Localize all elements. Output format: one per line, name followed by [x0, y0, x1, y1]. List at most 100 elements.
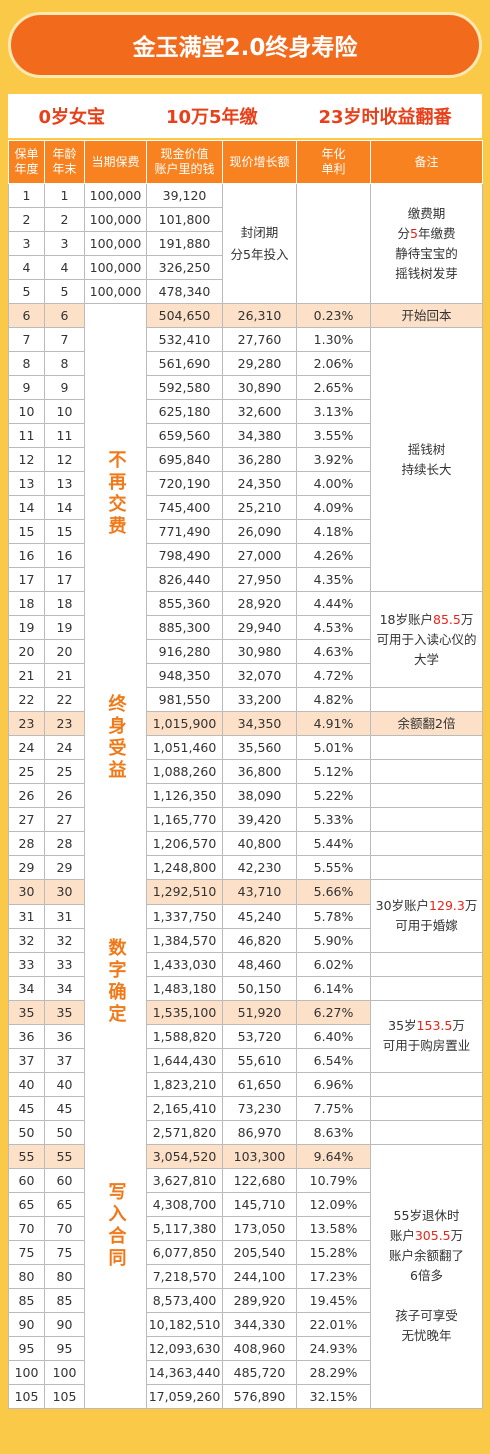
table-row: 105 105 17,059,260 576,890 32.15%	[8, 1384, 483, 1409]
policy-year: 105	[8, 1384, 45, 1409]
vertical-notes: 不再交费 终身受益 数字确定 写入合同	[85, 304, 146, 1408]
age: 25	[44, 759, 85, 785]
age: 65	[44, 1192, 85, 1217]
growth: 50,150	[222, 975, 297, 1001]
note-text: 年缴费	[417, 225, 456, 241]
cash-value: 7,218,570	[146, 1264, 223, 1289]
annual-rate: 3.13%	[296, 399, 371, 425]
cash-value: 14,363,440	[146, 1360, 223, 1385]
table-row: 40 40 1,823,210 61,650 6.96%	[8, 1071, 483, 1097]
policy-year: 20	[8, 639, 45, 665]
annual-rate: 6.14%	[296, 975, 371, 1001]
table-row: 37 37 1,644,430 55,610 6.54%	[8, 1047, 483, 1073]
cash-value: 1,384,570	[146, 927, 223, 953]
growth: 26,090	[222, 519, 297, 545]
age: 13	[44, 471, 85, 497]
table-row: 18 18 855,360 28,920 4.44% 18岁账户85.5万 可用于入读心仪的…	[8, 591, 483, 689]
note: 缴费期 分5年缴费 静待宝宝的 摇钱树发芽	[370, 183, 483, 304]
growth: 45,240	[222, 903, 297, 929]
annual-rate: 5.22%	[296, 783, 371, 809]
policy-year: 65	[8, 1192, 45, 1217]
annual-rate: 4.53%	[296, 615, 371, 641]
premium: 100,000	[84, 231, 147, 256]
age: 21	[44, 663, 85, 689]
growth: 485,720	[222, 1360, 297, 1385]
growth: 38,090	[222, 783, 297, 809]
growth: 122,680	[222, 1168, 297, 1193]
growth: 48,460	[222, 951, 297, 977]
age: 19	[44, 615, 85, 641]
annual-rate: 4.82%	[296, 687, 371, 713]
note	[370, 1119, 483, 1145]
column-header: 现金价值 账户里的钱	[146, 140, 223, 184]
note	[370, 783, 483, 809]
table-row: 23 23 1,015,900 34,350 4.91% 余额翻2倍	[8, 711, 483, 737]
policy-year: 17	[8, 567, 45, 593]
growth: 28,920	[222, 591, 297, 617]
note-line: 18岁账户85.5万	[371, 610, 482, 630]
age: 37	[44, 1047, 85, 1073]
policy-year: 3	[8, 231, 45, 256]
annual-rate: 5.90%	[296, 927, 371, 953]
age: 10	[44, 399, 85, 425]
cash-value: 6,077,850	[146, 1240, 223, 1265]
policy-year: 34	[8, 975, 45, 1001]
age: 7	[44, 326, 85, 353]
table-row: 1 1 100,000 39,120 封闭期 分5年投入 缴费期 分5年缴费 静待宝宝的 摇钱树…	[8, 183, 483, 304]
table-row: 12 12 695,840 36,280 3.92%	[8, 447, 483, 473]
growth: 35,560	[222, 735, 297, 761]
policy-year: 2	[8, 207, 45, 232]
annual-rate: 2.06%	[296, 351, 371, 377]
table-row: 3 3 100,000 191,880	[8, 231, 483, 256]
note-line: 可用于婚嫁	[395, 917, 458, 933]
cash-value: 1,051,460	[146, 735, 223, 761]
growth: 32,070	[222, 663, 297, 689]
note-line: 6倍多	[410, 1268, 443, 1284]
age: 60	[44, 1168, 85, 1193]
note-line: 账户余额翻了	[388, 1248, 464, 1264]
age: 55	[44, 1143, 85, 1170]
age: 70	[44, 1216, 85, 1241]
annual-rate: 5.01%	[296, 735, 371, 761]
column-header: 年龄 年末	[44, 140, 85, 184]
annual-rate: 19.45%	[296, 1288, 371, 1313]
note-text: 18岁账户	[379, 611, 434, 627]
cash-value: 2,165,410	[146, 1095, 223, 1121]
table-row: 11 11 659,560 34,380 3.55%	[8, 423, 483, 449]
table-row: 95 95 12,093,630 408,960 24.93%	[8, 1336, 483, 1361]
cash-value: 3,627,810	[146, 1168, 223, 1193]
note: 开始回本	[370, 303, 483, 328]
table-row: 60 60 3,627,810 122,680 10.79%	[8, 1168, 483, 1193]
policy-year: 55	[8, 1143, 45, 1170]
note	[370, 1071, 483, 1097]
growth: 53,720	[222, 1023, 297, 1049]
policy-year: 40	[8, 1071, 45, 1097]
policy-year: 13	[8, 471, 45, 497]
annual-rate: 4.18%	[296, 519, 371, 545]
table-row: 8 8 561,690 29,280 2.06%	[8, 351, 483, 377]
policy-year: 90	[8, 1312, 45, 1337]
table-row: 9 9 592,580 30,890 2.65%	[8, 375, 483, 401]
age: 105	[44, 1384, 85, 1409]
header-row: 保单 年度 年龄 年末 当期保费 现金价值 账户里的钱 现价增长额 年化 单利 备注	[8, 140, 483, 184]
policy-year: 32	[8, 927, 45, 953]
age: 14	[44, 495, 85, 521]
age: 35	[44, 999, 85, 1025]
growth: 30,890	[222, 375, 297, 401]
note-text: 305.5	[414, 1228, 451, 1244]
note-text: 万	[450, 1228, 464, 1244]
table-row: 34 34 1,483,180 50,150 6.14%	[8, 975, 483, 1001]
note-line: 55岁退休时	[393, 1208, 460, 1224]
growth: 27,950	[222, 567, 297, 593]
cash-value: 17,059,260	[146, 1384, 223, 1409]
table-row: 55 55 3,054,520 103,300 9.64% 55岁退休时 账户305.5万账…	[8, 1143, 483, 1410]
note-line: 持续长大	[401, 461, 452, 477]
cash-value: 625,180	[146, 399, 223, 425]
policy-year: 22	[8, 687, 45, 713]
annual-rate: 6.02%	[296, 951, 371, 977]
growth: 86,970	[222, 1119, 297, 1145]
age: 5	[44, 279, 85, 304]
note: 55岁退休时 账户305.5万 账户余额翻了 6倍多 孩子可享受 无忧晚年	[370, 1143, 483, 1410]
cash-value: 1,433,030	[146, 951, 223, 977]
growth: 289,920	[222, 1288, 297, 1313]
